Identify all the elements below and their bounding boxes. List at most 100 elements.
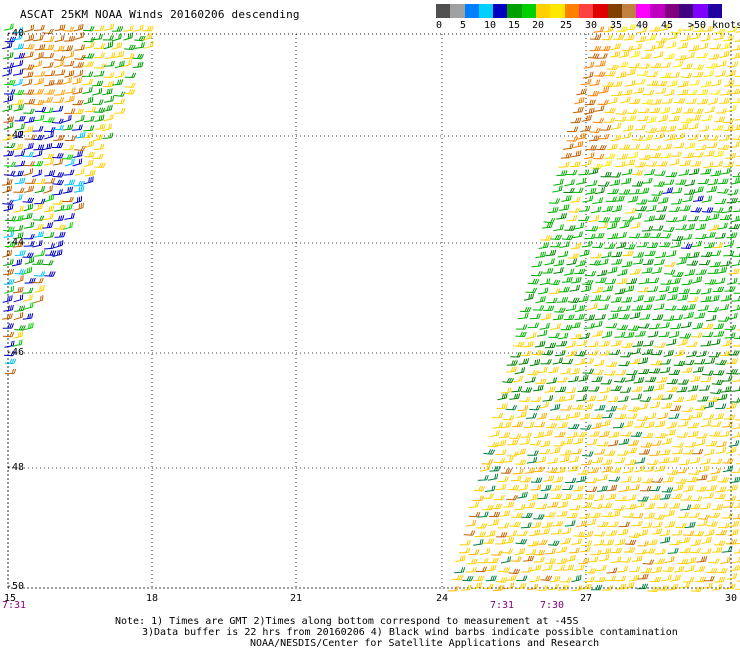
wind-barb — [507, 484, 520, 491]
wind-barb — [550, 485, 562, 491]
wind-barb — [700, 548, 712, 554]
wind-barb — [542, 395, 554, 402]
wind-barb — [571, 538, 582, 545]
wind-barb — [613, 377, 626, 383]
wind-barb — [638, 323, 650, 329]
wind-barb — [577, 386, 589, 392]
wind-barb — [601, 34, 613, 41]
wind-barb — [23, 51, 34, 59]
wind-barb — [720, 42, 731, 50]
wind-barb — [524, 502, 536, 509]
wind-barb — [132, 53, 144, 60]
wind-barb — [703, 575, 715, 582]
wind-barb — [54, 204, 65, 212]
wind-barb — [631, 181, 644, 187]
wind-barb — [585, 395, 597, 402]
wind-barb — [653, 514, 666, 520]
wind-barb — [43, 44, 55, 50]
wind-barb — [690, 456, 701, 464]
wind-barb — [730, 215, 740, 223]
wind-barb — [675, 224, 687, 230]
wind-barb — [689, 375, 701, 382]
wind-barb — [682, 530, 695, 536]
wind-barb — [24, 277, 36, 284]
wind-barb — [709, 294, 720, 302]
wind-barb — [712, 242, 724, 248]
wind-barb — [640, 442, 653, 448]
wind-barb — [641, 267, 653, 274]
wind-barb — [588, 135, 600, 142]
wind-barb — [596, 394, 608, 402]
wind-barb — [33, 24, 45, 31]
wind-barb — [94, 114, 105, 122]
wind-barb — [589, 127, 601, 134]
wind-barb — [649, 152, 662, 159]
wind-barb — [621, 89, 633, 96]
colorbar-segment — [650, 4, 665, 18]
wind-barb — [540, 235, 552, 241]
wind-barb — [682, 25, 694, 31]
wind-barb — [587, 556, 599, 563]
wind-barb — [668, 369, 681, 375]
wind-barb — [692, 366, 704, 373]
wind-barb — [618, 485, 630, 492]
wind-barb — [694, 358, 706, 365]
wind-barb — [644, 45, 656, 52]
wind-barb — [518, 358, 530, 365]
wind-barb — [692, 71, 704, 78]
wind-barb — [559, 241, 570, 248]
wind-barb — [730, 134, 740, 141]
wind-barb — [567, 253, 580, 259]
wind-barb — [604, 370, 616, 376]
wind-barb — [64, 179, 76, 186]
wind-barb — [732, 83, 740, 87]
wind-barb — [613, 505, 626, 511]
wind-barb — [460, 584, 472, 591]
wind-barb — [677, 420, 689, 427]
wind-barb — [502, 377, 514, 384]
wind-barb — [628, 63, 640, 69]
wind-barb — [535, 378, 547, 384]
wind-barb — [4, 161, 16, 167]
wind-barb — [510, 556, 522, 562]
wind-barb — [622, 250, 634, 257]
wind-barb — [580, 424, 592, 430]
wind-barb — [593, 539, 605, 546]
wind-barb — [615, 369, 627, 376]
wind-barb — [595, 60, 606, 67]
wind-barb — [629, 484, 640, 491]
wind-barb — [661, 98, 673, 104]
wind-barb — [575, 177, 587, 185]
wind-barb — [712, 369, 725, 376]
wind-barb — [658, 331, 670, 338]
lat-label-48: -48 — [6, 462, 25, 473]
wind-barb — [727, 312, 738, 320]
wind-barb — [666, 250, 677, 258]
wind-barb — [621, 260, 633, 268]
wind-barb — [581, 240, 593, 248]
wind-barb — [704, 279, 717, 285]
wind-barb — [113, 91, 126, 97]
wind-barb — [544, 386, 556, 393]
wind-barb — [601, 502, 613, 509]
wind-barb — [670, 323, 682, 330]
wind-barb — [650, 360, 663, 366]
wind-barb — [14, 123, 25, 131]
wind-barb — [536, 329, 548, 337]
wind-barb — [635, 205, 648, 212]
wind-barb — [623, 124, 634, 132]
wind-barb — [42, 222, 54, 229]
wind-barb — [588, 386, 600, 392]
wind-barb — [565, 304, 577, 311]
wind-barb — [734, 37, 740, 42]
wind-barb — [568, 207, 580, 213]
wind-barb — [688, 469, 701, 475]
wind-barb — [531, 349, 544, 356]
wind-barb — [601, 412, 613, 419]
wind-barb — [618, 521, 630, 528]
wind-barb — [722, 501, 734, 508]
wind-barb — [102, 104, 113, 112]
wind-barb — [661, 574, 672, 582]
wind-barb — [610, 385, 622, 391]
wind-barb — [659, 493, 671, 500]
